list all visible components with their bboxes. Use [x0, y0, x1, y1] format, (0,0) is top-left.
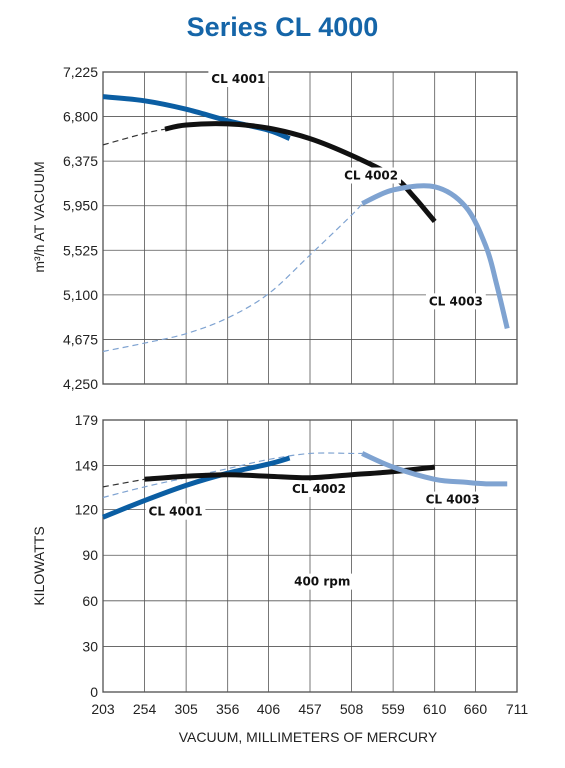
- y-tick-label: 60: [82, 593, 98, 609]
- y-tick-label: 4,675: [63, 331, 98, 347]
- x-tick-label: 305: [174, 701, 198, 717]
- y-tick-label: 7,225: [63, 64, 98, 80]
- x-tick-label: 356: [216, 701, 240, 717]
- x-tick-label: 711: [506, 701, 529, 717]
- curve-label-background: [289, 480, 349, 497]
- x-tick-label: 457: [298, 701, 322, 717]
- y-tick-label: 90: [82, 547, 98, 563]
- y-tick-label: 5,100: [63, 287, 98, 303]
- series-line-cl-4003-dashed: [102, 452, 363, 499]
- series-line-cl-4003-dashed: [102, 203, 363, 353]
- curve-label: CL 4001: [149, 505, 203, 519]
- y-tick-label: 4,250: [63, 376, 98, 392]
- x-tick-label: 660: [464, 701, 488, 717]
- y-tick-label: 149: [75, 458, 99, 474]
- curve-label: CL 4001: [211, 72, 265, 86]
- chart-title: Series CL 4000: [186, 12, 379, 42]
- curve-label: CL 4002: [292, 482, 346, 496]
- x-tick-label: 254: [133, 701, 157, 717]
- y-tick-label: 6,800: [63, 109, 98, 125]
- series-line-cl-4002: [164, 121, 437, 224]
- curve-label-background: [292, 573, 353, 590]
- curve-label: 400 rpm: [294, 575, 350, 589]
- bottom-plot: 0 30 60 90 120 149 179 203 254 305 356 406 457 508 559…: [75, 412, 529, 717]
- x-tick-label: 406: [257, 701, 281, 717]
- y-tick-label: 5,525: [63, 242, 98, 258]
- curve-label-background: [425, 293, 486, 310]
- curve-label: CL 4002: [344, 168, 398, 182]
- curve-label-background: [422, 491, 483, 508]
- curve-label-background: [145, 503, 206, 520]
- y-tick-label: 30: [82, 638, 98, 654]
- series-line-cl-4003: [361, 451, 508, 487]
- y-tick-label: 6,375: [63, 153, 98, 169]
- curve-label: CL 4003: [429, 294, 483, 308]
- series-line-cl-4001: [102, 455, 291, 520]
- x-tick-label: 508: [340, 701, 364, 717]
- bottom-y-axis-title: KILOWATTS: [31, 526, 47, 605]
- y-tick-label: 120: [75, 502, 99, 518]
- top-plot: 4,250 4,675 5,100 5,525 5,950 6,375 6,800 7,225…: [63, 64, 518, 392]
- curve-label-background: [208, 71, 269, 88]
- x-axis-title: VACUUM, MILLIMETERS OF MERCURY: [179, 729, 438, 745]
- series-line-cl-4002-dashed: [102, 478, 145, 488]
- y-tick-label: 5,950: [63, 198, 98, 214]
- series-line-cl-4003: [361, 183, 510, 330]
- series-line-cl-4002: [144, 464, 435, 482]
- y-tick-label: 179: [75, 412, 99, 428]
- series-line-cl-4002-dashed: [102, 128, 166, 146]
- curve-label-background: [341, 167, 402, 184]
- y-tick-label: 0: [90, 684, 98, 700]
- curve-label: CL 4003: [426, 493, 480, 507]
- x-tick-label: 203: [91, 701, 115, 717]
- x-tick-label: 559: [381, 701, 405, 717]
- top-y-axis-title: m³/h AT VACUUM: [31, 161, 47, 272]
- x-tick-label: 610: [423, 701, 447, 717]
